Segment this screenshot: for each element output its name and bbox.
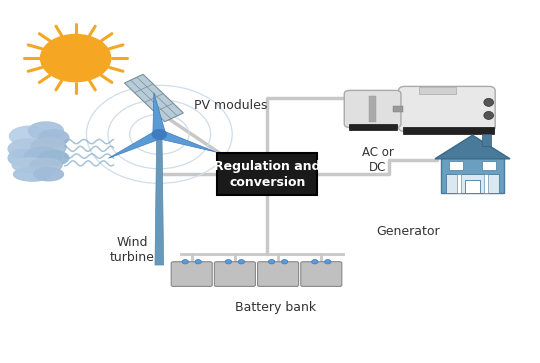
Ellipse shape — [39, 130, 69, 146]
FancyBboxPatch shape — [214, 262, 255, 286]
Polygon shape — [109, 131, 163, 158]
Circle shape — [225, 260, 232, 264]
Bar — [465, 179, 480, 193]
Ellipse shape — [24, 147, 62, 165]
Polygon shape — [157, 130, 215, 152]
Text: Load: Load — [455, 107, 485, 120]
Ellipse shape — [8, 139, 51, 159]
Text: Battery bank: Battery bank — [235, 301, 316, 314]
Ellipse shape — [484, 98, 494, 106]
Bar — [457, 174, 461, 193]
Text: AC or
DC: AC or DC — [362, 146, 394, 174]
Ellipse shape — [29, 122, 64, 139]
Polygon shape — [435, 135, 510, 159]
Text: Wind
turbine: Wind turbine — [110, 236, 155, 264]
Bar — [349, 124, 396, 130]
Circle shape — [268, 260, 275, 264]
FancyBboxPatch shape — [301, 262, 342, 286]
Bar — [369, 96, 376, 122]
Text: Generator: Generator — [376, 225, 440, 238]
Circle shape — [312, 260, 318, 264]
Polygon shape — [155, 138, 164, 265]
Bar — [449, 161, 463, 170]
Bar — [482, 161, 496, 170]
FancyBboxPatch shape — [171, 262, 212, 286]
FancyBboxPatch shape — [345, 90, 401, 127]
Polygon shape — [153, 93, 166, 135]
Text: PV modules: PV modules — [194, 99, 268, 112]
Polygon shape — [125, 74, 183, 122]
Bar — [482, 134, 491, 146]
Ellipse shape — [8, 149, 40, 167]
Ellipse shape — [33, 168, 64, 181]
Bar — [393, 106, 403, 112]
Ellipse shape — [12, 158, 48, 172]
Text: Regulation and
conversion: Regulation and conversion — [214, 160, 321, 189]
Circle shape — [325, 260, 331, 264]
Bar — [446, 174, 499, 193]
Bar — [403, 127, 494, 134]
Ellipse shape — [39, 151, 69, 165]
Bar — [442, 157, 503, 193]
Circle shape — [40, 34, 111, 82]
Circle shape — [152, 130, 166, 139]
Ellipse shape — [14, 167, 51, 181]
Ellipse shape — [31, 138, 66, 156]
FancyBboxPatch shape — [399, 86, 495, 131]
Circle shape — [238, 260, 245, 264]
Circle shape — [195, 260, 201, 264]
Ellipse shape — [9, 126, 50, 146]
Ellipse shape — [30, 158, 62, 172]
FancyBboxPatch shape — [217, 153, 317, 195]
Circle shape — [182, 260, 188, 264]
Bar — [418, 87, 456, 94]
Circle shape — [281, 260, 288, 264]
FancyBboxPatch shape — [258, 262, 299, 286]
Bar — [484, 174, 488, 193]
Ellipse shape — [484, 111, 494, 119]
